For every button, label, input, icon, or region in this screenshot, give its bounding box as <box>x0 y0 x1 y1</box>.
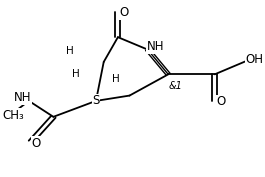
Text: O: O <box>217 95 226 108</box>
Text: O: O <box>32 137 41 150</box>
Text: NH: NH <box>14 91 31 104</box>
Text: H: H <box>112 74 120 84</box>
Text: NH: NH <box>147 40 164 53</box>
Text: CH₃: CH₃ <box>2 109 24 122</box>
Text: O: O <box>120 6 129 19</box>
Text: S: S <box>92 94 100 107</box>
Text: H: H <box>72 69 80 79</box>
Text: OH: OH <box>246 53 264 66</box>
Text: H: H <box>66 46 74 56</box>
Text: &1: &1 <box>169 81 182 91</box>
